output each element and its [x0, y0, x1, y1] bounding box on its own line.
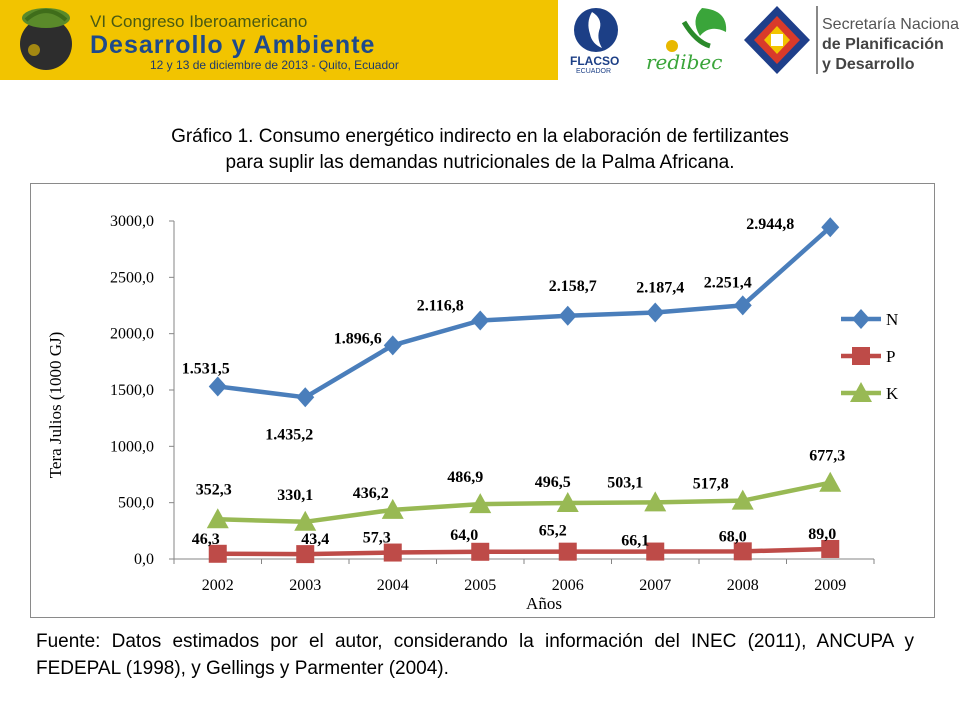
- data-label-N-2008: 2.251,4: [704, 274, 752, 291]
- data-label-N-2004: 1.896,6: [334, 330, 382, 347]
- x-tick-label: 2008: [727, 577, 759, 594]
- data-label-N-2002: 1.531,5: [182, 360, 230, 377]
- event-title-line2: Desarrollo y Ambiente: [90, 31, 376, 59]
- point-P-2006: [558, 542, 577, 561]
- chart-area: 0,0 500,0 1000,0 1500,0 2000,0 2500,0 3000,0 20…: [30, 183, 935, 618]
- congress-logo-icon: [20, 8, 72, 70]
- point-N-2006: [558, 305, 577, 326]
- legend-marker-K: [850, 382, 872, 402]
- flacso-sub: ECUADOR: [576, 68, 612, 75]
- point-P-2007: [646, 542, 665, 561]
- y-axis-label: Tera Julios (1000 GJ): [46, 332, 65, 479]
- point-K-2003: [294, 510, 317, 531]
- point-P-2003: [296, 545, 315, 564]
- data-label-K-2005: 486,9: [447, 469, 483, 486]
- x-tick-label: 2004: [377, 577, 409, 594]
- data-label-P-2008: 68,0: [719, 528, 747, 545]
- y-tick-label: 2000,0: [110, 326, 154, 343]
- point-N-2002: [208, 376, 227, 397]
- redibec-name: redibec: [646, 50, 723, 74]
- data-label-K-2007: 503,1: [607, 474, 643, 491]
- event-title-line1: VI Congreso Iberoamericano: [90, 12, 308, 31]
- globe-icon: [574, 8, 618, 52]
- point-P-2005: [471, 542, 490, 561]
- chart-title-line2: para suplir las demandas nutricionales d…: [225, 152, 735, 173]
- redibec-logo: redibec: [640, 2, 740, 78]
- flacso-name: FLACSO: [570, 54, 620, 68]
- leaf-icon: [666, 8, 727, 52]
- x-tick-label: 2007: [639, 577, 671, 594]
- data-label-P-2007: 66,1: [621, 533, 649, 550]
- y-tick-label: 1500,0: [110, 382, 154, 399]
- point-P-2008: [733, 542, 752, 561]
- data-label-K-2003: 330,1: [277, 487, 313, 504]
- header-banner: VI Congreso Iberoamericano Desarrollo y …: [0, 0, 960, 80]
- x-tick-label: 2003: [289, 577, 321, 594]
- point-N-2009: [821, 217, 840, 238]
- point-K-2008: [731, 489, 754, 510]
- data-label-P-2003: 43,4: [301, 531, 329, 548]
- series-line-N: [217, 225, 832, 400]
- flacso-logo: FLACSO ECUADOR: [566, 4, 626, 76]
- point-N-2008: [733, 295, 752, 316]
- point-K-2009: [819, 471, 842, 492]
- data-label-N-2009: 2.944,8: [746, 216, 794, 233]
- point-K-2005: [469, 493, 492, 514]
- congress-banner: VI Congreso Iberoamericano Desarrollo y …: [0, 0, 558, 80]
- data-label-K-2008: 517,8: [693, 476, 729, 493]
- data-label-N-2003: 1.435,2: [265, 426, 313, 443]
- y-tick-label: 2500,0: [110, 269, 154, 286]
- chart-title-line1: Gráfico 1. Consumo energético indirecto …: [171, 126, 789, 147]
- x-tick-label: 2005: [464, 577, 496, 594]
- chart-title: Gráfico 1. Consumo energético indirecto …: [0, 124, 960, 176]
- legend-marker-N: [852, 309, 870, 329]
- line-chart: 0,0 500,0 1000,0 1500,0 2000,0 2500,0 3000,0 20…: [46, 213, 899, 613]
- series-line-K: [217, 480, 831, 525]
- data-label-K-2006: 496,5: [535, 474, 571, 491]
- x-tick-label: 2006: [552, 577, 584, 594]
- legend-label-K: K: [886, 384, 899, 403]
- point-N-2007: [646, 302, 665, 323]
- data-label-N-2005: 2.116,8: [417, 298, 464, 315]
- point-P-2009: [821, 539, 840, 558]
- data-label-P-2006: 65,2: [539, 523, 567, 540]
- data-label-P-2002: 46,3: [192, 531, 220, 548]
- point-K-2007: [644, 491, 667, 512]
- point-K-2006: [556, 492, 579, 513]
- point-K-2004: [381, 498, 404, 519]
- data-label-P-2005: 64,0: [450, 527, 478, 544]
- source-note: Fuente: Datos estimados por el autor, co…: [36, 631, 914, 679]
- senplades-line1: Secretaría Nacional: [822, 16, 960, 33]
- x-tick-label: 2009: [814, 577, 846, 594]
- legend-label-N: N: [886, 310, 898, 329]
- event-date: 12 y 13 de diciembre de 2013 - Quito, Ec…: [150, 58, 399, 72]
- data-label-K-2009: 677,3: [809, 448, 845, 465]
- point-N-2003: [296, 387, 315, 408]
- data-label-N-2006: 2.158,7: [549, 278, 597, 295]
- point-P-2002: [208, 544, 227, 563]
- point-N-2004: [383, 335, 402, 356]
- y-tick-label: 500,0: [118, 495, 154, 512]
- senplades-logo: Secretaría Nacional de Planificación y D…: [740, 2, 960, 78]
- data-label-K-2002: 352,3: [196, 481, 232, 498]
- series-line-P: [217, 546, 831, 557]
- x-axis-label: Años: [526, 594, 562, 613]
- x-tick-label: 2002: [202, 577, 234, 594]
- senplades-line2: de Planificación: [822, 36, 944, 53]
- senplades-line3: y Desarrollo: [822, 56, 915, 73]
- data-label-P-2009: 89,0: [808, 526, 836, 543]
- legend-label-P: P: [886, 347, 895, 366]
- y-tick-label: 3000,0: [110, 213, 154, 230]
- point-P-2004: [383, 543, 402, 562]
- point-N-2005: [471, 310, 490, 331]
- legend-marker-P: [852, 347, 870, 365]
- data-label-P-2004: 57,3: [363, 530, 391, 547]
- y-tick-label: 0,0: [134, 551, 154, 568]
- point-K-2002: [206, 508, 229, 529]
- data-label-K-2004: 436,2: [353, 485, 389, 502]
- y-tick-label: 1000,0: [110, 438, 154, 455]
- data-label-N-2007: 2.187,4: [636, 280, 684, 297]
- senplades-emblem-icon: [744, 6, 810, 74]
